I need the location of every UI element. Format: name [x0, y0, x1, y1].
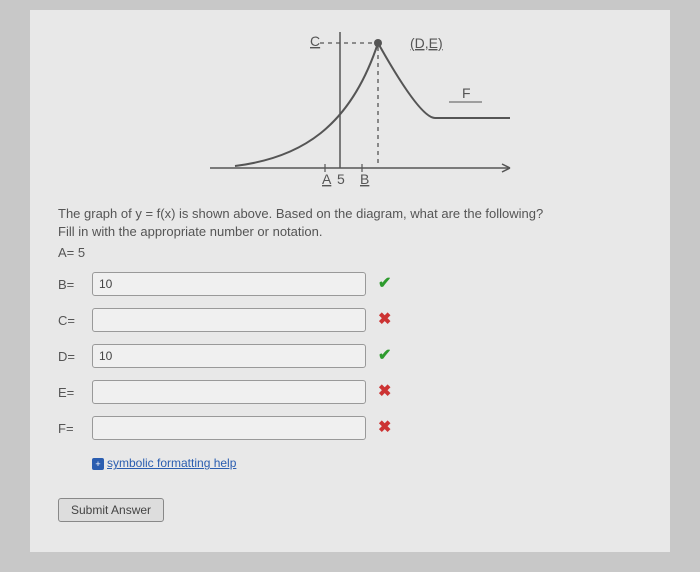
- answer-row: D= ✔: [58, 344, 642, 368]
- cross-icon: ✖: [378, 420, 391, 436]
- answer-label: E=: [58, 385, 92, 400]
- answer-input[interactable]: [92, 272, 366, 296]
- svg-text:A: A: [322, 171, 332, 187]
- answer-row: F= ✖: [58, 416, 642, 440]
- svg-text:F: F: [462, 85, 471, 101]
- answer-input[interactable]: [92, 308, 366, 332]
- formatting-help-link[interactable]: +symbolic formatting help: [92, 456, 236, 470]
- svg-text:B: B: [360, 171, 369, 187]
- answer-row: C= ✖: [58, 308, 642, 332]
- submit-button[interactable]: Submit Answer: [58, 498, 164, 522]
- answer-input[interactable]: [92, 380, 366, 404]
- svg-text:(D,E): (D,E): [410, 35, 443, 51]
- question-text: The graph of y = f(x) is shown above. Ba…: [58, 205, 642, 241]
- cross-icon: ✖: [378, 312, 391, 328]
- check-icon: ✔: [378, 348, 391, 364]
- help-text: symbolic formatting help: [107, 456, 236, 470]
- cross-icon: ✖: [378, 384, 391, 400]
- answer-row: B= ✔: [58, 272, 642, 296]
- answer-rows: B= ✔ C= ✖ D= ✔ E= ✖ F= ✖: [58, 272, 642, 440]
- question-line2: Fill in with the appropriate number or n…: [58, 224, 322, 239]
- chart-area: (D,E) C F A5B: [180, 28, 520, 191]
- answer-label: B=: [58, 277, 92, 292]
- svg-text:5: 5: [337, 171, 345, 187]
- answer-input[interactable]: [92, 344, 366, 368]
- check-icon: ✔: [378, 276, 391, 292]
- question-card: (D,E) C F A5B The graph of y = f(x) is show…: [30, 10, 670, 552]
- given-value: A= 5: [58, 245, 642, 260]
- answer-label: F=: [58, 421, 92, 436]
- plus-icon: +: [92, 458, 104, 470]
- answer-label: C=: [58, 313, 92, 328]
- question-line1: The graph of y = f(x) is shown above. Ba…: [58, 206, 543, 221]
- answer-input[interactable]: [92, 416, 366, 440]
- svg-text:C: C: [310, 33, 320, 49]
- answer-row: E= ✖: [58, 380, 642, 404]
- function-graph: (D,E) C F A5B: [180, 28, 520, 188]
- answer-label: D=: [58, 349, 92, 364]
